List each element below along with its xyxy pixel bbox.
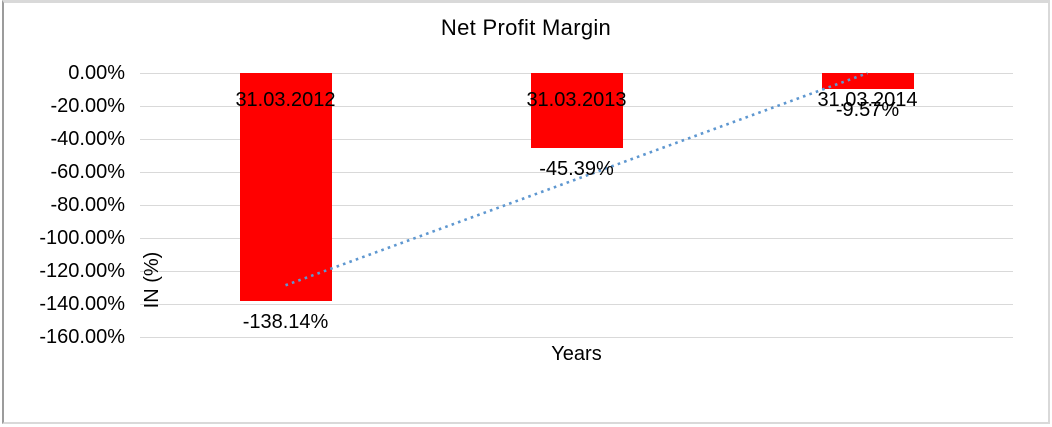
gridline bbox=[140, 337, 1013, 338]
category-label: 31.03.2012 bbox=[235, 89, 336, 111]
value-label: -45.39% bbox=[539, 157, 614, 180]
chart-title: Net Profit Margin bbox=[440, 15, 612, 40]
category-label: 31.03.2013 bbox=[526, 89, 627, 111]
y-tick-label: -100.00% bbox=[39, 227, 125, 249]
category-label: 31.03.2014 bbox=[817, 89, 918, 111]
y-tick-label: -20.00% bbox=[50, 95, 126, 117]
y-tick-label: -120.00% bbox=[39, 260, 125, 282]
y-tick-label: -60.00% bbox=[50, 161, 126, 183]
y-tick-label: -40.00% bbox=[50, 128, 126, 150]
y-tick-label: -160.00% bbox=[39, 326, 125, 348]
x-axis-title: Years bbox=[551, 343, 602, 365]
y-tick-label: -80.00% bbox=[50, 194, 126, 216]
value-label: -9.57% bbox=[835, 98, 900, 121]
value-label: -138.14% bbox=[242, 310, 329, 333]
y-tick-label: -140.00% bbox=[39, 293, 125, 315]
y-tick-label: 0.00% bbox=[68, 62, 125, 84]
gridline bbox=[140, 304, 1013, 305]
